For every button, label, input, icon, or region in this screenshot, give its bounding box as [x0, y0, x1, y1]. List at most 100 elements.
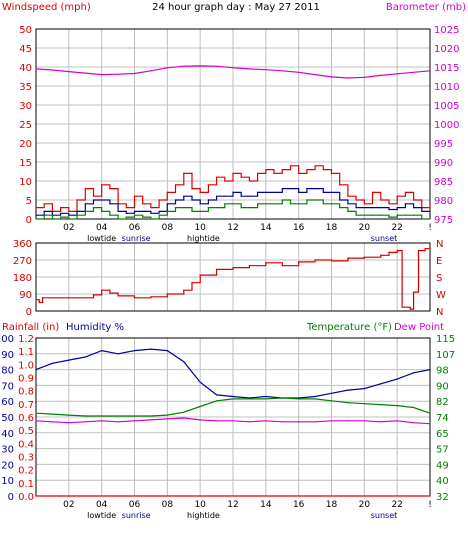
wind-barometer-point: [84, 72, 86, 74]
direction-direction-point: [38, 301, 40, 304]
wind-wind_gust-point: [191, 188, 193, 190]
panel3-event-label: sunrise: [122, 511, 151, 520]
humidity-temperature-point: [215, 400, 218, 402]
direction-direction-point: [401, 306, 403, 308]
direction-direction-point: [191, 282, 193, 284]
wind-wind_min-point: [248, 207, 251, 209]
wind-barometer-point: [380, 74, 382, 76]
wind-wind_min-point: [191, 210, 193, 212]
wind-wind_avg-point: [314, 188, 316, 190]
wind-wind_avg-point: [35, 214, 37, 216]
wind-wind_avg-point: [388, 208, 390, 211]
temperature-tick-label: 57: [436, 445, 449, 456]
panel3-time-tick: 22: [391, 500, 402, 510]
panel1-time-tick: 22: [391, 223, 402, 233]
windspeed-tick-label: 5: [26, 196, 32, 207]
humidity-temperature-point: [298, 398, 300, 400]
direction-direction-point: [215, 268, 218, 271]
humidity-humidity-point: [330, 392, 333, 394]
rainfall-tick-label: 0.6: [18, 413, 34, 424]
humidity-dewpoint-point: [68, 422, 70, 424]
humidity-dewpoint-point: [166, 418, 168, 420]
panel1-time-tick: !: [428, 223, 432, 233]
panel1-time-tick: 04: [96, 223, 108, 233]
humidity-dewpoint-point: [298, 421, 300, 423]
humidity-humidity-point: [380, 383, 382, 385]
panel3-time-tick: 14: [260, 500, 272, 510]
temperature-tick-label: 107: [436, 350, 455, 361]
wind-wind_gust-point: [371, 191, 374, 193]
wind-wind_min-point: [35, 218, 37, 220]
humidity-tick-label: 0: [8, 492, 14, 503]
humidity-tick-label: 90: [1, 350, 14, 361]
wind-wind_min-point: [133, 214, 136, 216]
humidity-dewpoint-point: [35, 420, 37, 422]
direction-direction-point: [265, 262, 267, 264]
humidity-dewpoint-point: [248, 421, 251, 423]
humidity-humidity-point: [429, 369, 431, 371]
wind-wind_avg-point: [224, 195, 226, 197]
panel1-time-tick: 02: [63, 223, 74, 233]
wind-wind_avg-point: [421, 210, 423, 212]
wind-wind_gust-point: [183, 172, 185, 174]
humidity-dewpoint-point: [314, 421, 316, 423]
wind-wind_gust-point: [314, 165, 316, 167]
wind-wind_avg-point: [298, 191, 300, 193]
wind-wind_avg-point: [101, 199, 103, 201]
humidity-dewpoint-point: [265, 420, 267, 422]
wind-wind_min-point: [322, 203, 324, 205]
wind-wind_gust-point: [92, 195, 95, 197]
direction-direction-point: [117, 295, 119, 297]
wind-wind_min-point: [339, 207, 341, 209]
wind-wind_avg-point: [380, 207, 382, 209]
barometer-tick-label: 985: [434, 177, 453, 188]
wind-wind_min-point: [207, 207, 209, 209]
wind-barometer-point: [101, 74, 103, 76]
wind-wind_min-point: [289, 203, 292, 205]
wind-wind_min-point: [150, 218, 152, 220]
wind-wind_gust-point: [388, 203, 390, 205]
humidity-dewpoint-point: [347, 420, 349, 422]
direction-direction-point: [330, 260, 333, 262]
wind-wind_min-point: [355, 214, 357, 216]
wind-wind_min-point: [215, 207, 218, 209]
wind-wind_gust-point: [76, 199, 78, 201]
humidity-temperature-point: [380, 404, 382, 406]
wind-wind_min-point: [117, 218, 119, 220]
humidity-temperature-point: [133, 415, 136, 417]
humidity-temperature-point: [281, 397, 283, 399]
wind-barometer-point: [330, 76, 333, 78]
direction-compass-tick-label: S: [436, 273, 442, 284]
wind-barometer-point: [150, 70, 152, 72]
wind-wind_avg-point: [396, 207, 398, 209]
wind-barometer-point: [347, 77, 349, 79]
humidity-temperature-point: [101, 415, 103, 417]
wind-wind_avg-point: [306, 188, 308, 190]
direction-direction-point: [380, 254, 382, 256]
humidity-humidity-point: [199, 381, 201, 383]
wind-wind_avg-point: [142, 210, 144, 212]
humidity-temperature-point: [396, 404, 398, 407]
direction-direction-point: [409, 308, 411, 310]
humidity-humidity-point: [84, 356, 86, 358]
wind-wind_min-point: [429, 218, 431, 220]
rainfall-tick-label: 1.2: [18, 334, 34, 345]
wind-wind_gust-point: [289, 165, 292, 167]
humidity-tick-label: 20: [1, 460, 14, 471]
humidity-humidity-point: [166, 350, 168, 352]
wind-wind_avg-point: [183, 195, 185, 197]
wind-wind_avg-point: [273, 191, 275, 193]
wind-wind_min-point: [371, 214, 374, 216]
humidity-dewpoint-point: [363, 420, 365, 422]
humidity-dewpoint-point: [215, 420, 218, 422]
wind-wind_avg-point: [92, 199, 95, 201]
wind-wind_avg-point: [207, 199, 209, 201]
wind-wind_gust-point: [84, 188, 86, 190]
rainfall-tick-label: 0.5: [18, 426, 34, 437]
wind-wind_min-point: [265, 203, 267, 205]
wind-wind_gust-point: [101, 184, 103, 186]
humidity-dewpoint-point: [84, 421, 86, 423]
rainfall-tick-label: 0.4: [18, 439, 34, 450]
wind-wind_min-point: [92, 207, 95, 209]
